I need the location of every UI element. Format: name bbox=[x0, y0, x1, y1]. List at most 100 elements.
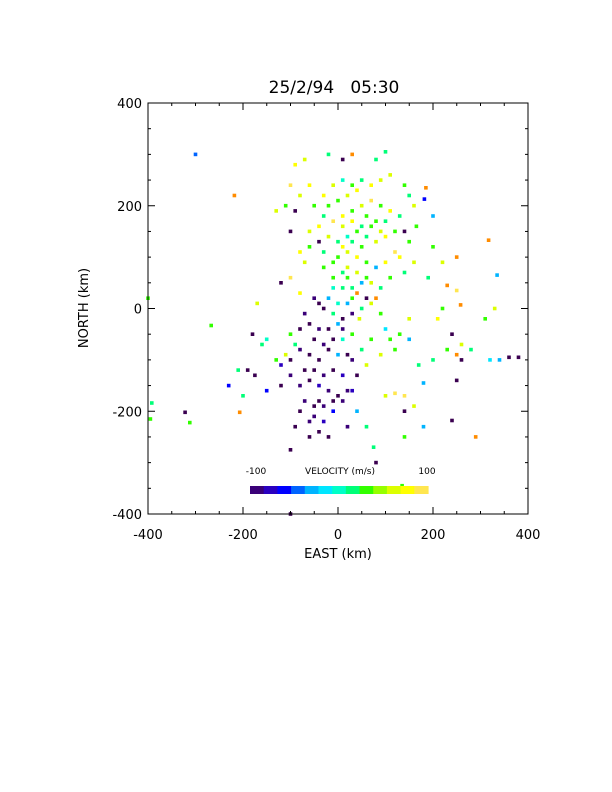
data-point bbox=[350, 219, 354, 223]
data-point bbox=[209, 323, 213, 328]
data-point bbox=[340, 373, 345, 378]
data-point bbox=[298, 291, 302, 295]
data-point bbox=[317, 301, 321, 306]
data-point bbox=[383, 234, 388, 239]
data-point bbox=[369, 183, 373, 187]
data-point bbox=[150, 401, 154, 405]
data-point bbox=[307, 419, 312, 424]
data-point bbox=[378, 229, 383, 234]
data-point bbox=[288, 229, 293, 234]
data-point bbox=[188, 420, 192, 425]
colorbar-min-label: -100 bbox=[246, 467, 267, 477]
data-point bbox=[345, 424, 350, 429]
data-point bbox=[383, 394, 388, 398]
colorbar-title: VELOCITY (m/s) bbox=[305, 467, 375, 477]
data-point bbox=[326, 152, 331, 157]
y-tick-label: 200 bbox=[117, 200, 142, 215]
data-point bbox=[340, 317, 345, 321]
data-point bbox=[364, 424, 369, 429]
data-point bbox=[359, 178, 364, 182]
data-point bbox=[459, 358, 464, 362]
data-point bbox=[345, 234, 350, 239]
data-point bbox=[412, 404, 416, 408]
data-point bbox=[302, 311, 307, 316]
data-point bbox=[364, 214, 369, 218]
data-point bbox=[454, 288, 459, 293]
data-point bbox=[357, 317, 362, 321]
data-point bbox=[369, 301, 373, 306]
data-point bbox=[388, 275, 392, 280]
data-point bbox=[359, 347, 364, 352]
data-point bbox=[355, 188, 359, 193]
data-point bbox=[321, 404, 326, 408]
data-point bbox=[321, 306, 326, 311]
data-point bbox=[253, 373, 257, 378]
data-point bbox=[421, 381, 426, 385]
data-point bbox=[331, 399, 335, 403]
data-point bbox=[431, 245, 435, 249]
data-point bbox=[264, 337, 269, 342]
data-point bbox=[359, 224, 364, 229]
colorbar-segment bbox=[386, 486, 402, 494]
data-point bbox=[450, 418, 454, 423]
y-tick-label: 0 bbox=[134, 303, 142, 318]
data-point bbox=[397, 332, 402, 336]
data-point bbox=[340, 224, 345, 229]
data-point bbox=[473, 435, 478, 439]
data-point bbox=[336, 352, 340, 357]
data-point bbox=[245, 368, 250, 372]
data-point bbox=[293, 424, 297, 429]
data-point bbox=[355, 291, 359, 295]
data-point bbox=[307, 245, 312, 249]
data-point bbox=[402, 270, 407, 275]
data-point bbox=[454, 378, 459, 383]
data-point bbox=[236, 368, 240, 372]
x-axis-title: EAST (km) bbox=[304, 547, 372, 562]
data-point bbox=[345, 250, 350, 254]
data-point bbox=[302, 157, 307, 162]
data-point bbox=[445, 283, 449, 288]
data-point bbox=[193, 152, 198, 157]
data-point bbox=[355, 229, 359, 234]
x-tick-label: -200 bbox=[228, 528, 258, 543]
data-point bbox=[321, 419, 326, 424]
data-point bbox=[355, 255, 359, 259]
data-point bbox=[293, 162, 297, 167]
data-point bbox=[274, 358, 278, 362]
data-point bbox=[302, 368, 307, 372]
data-point bbox=[350, 358, 354, 362]
data-point bbox=[350, 152, 354, 157]
colorbar-segment bbox=[318, 486, 333, 494]
data-point bbox=[326, 388, 331, 393]
data-point bbox=[345, 265, 350, 270]
data-point bbox=[326, 203, 331, 208]
x-tick-label: 200 bbox=[421, 528, 446, 543]
data-point bbox=[317, 430, 321, 434]
data-point bbox=[374, 239, 378, 244]
colorbar-segment bbox=[291, 486, 306, 494]
data-point bbox=[402, 183, 407, 187]
data-point bbox=[378, 286, 383, 290]
colorbar-segment bbox=[332, 486, 347, 494]
data-point bbox=[378, 203, 383, 208]
data-point bbox=[388, 209, 392, 213]
data-point bbox=[336, 198, 340, 203]
data-point bbox=[364, 296, 369, 300]
data-point bbox=[421, 424, 426, 429]
data-point bbox=[374, 219, 378, 223]
data-point bbox=[422, 197, 427, 201]
data-point bbox=[312, 203, 316, 208]
data-point bbox=[383, 327, 388, 331]
data-point bbox=[331, 183, 335, 187]
data-point bbox=[383, 219, 388, 223]
data-point bbox=[359, 203, 364, 208]
data-point bbox=[307, 435, 312, 439]
data-point bbox=[331, 368, 335, 372]
data-point bbox=[298, 193, 302, 198]
data-point bbox=[298, 409, 302, 413]
data-point bbox=[369, 198, 373, 203]
data-point bbox=[307, 378, 312, 383]
data-point bbox=[260, 342, 264, 347]
data-point bbox=[336, 322, 340, 326]
colorbar-bar bbox=[250, 486, 429, 494]
